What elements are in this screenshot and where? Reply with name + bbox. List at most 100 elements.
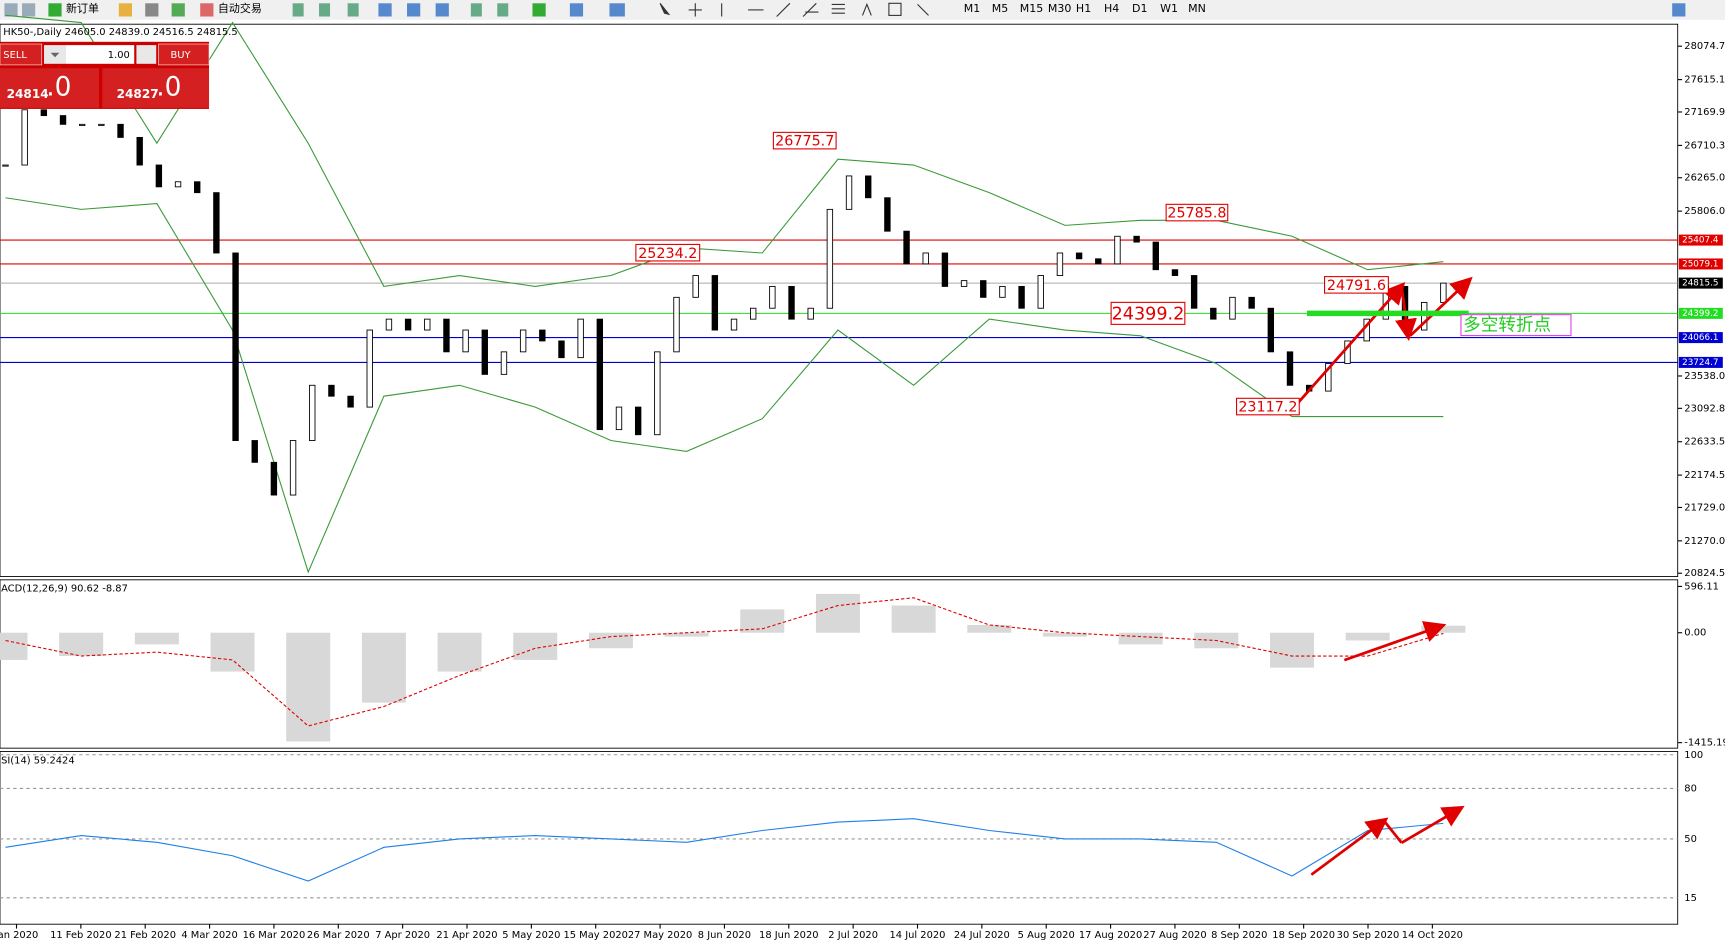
- crosshair-tool[interactable]: [688, 3, 702, 17]
- timeframe-button[interactable]: H4: [1104, 2, 1119, 15]
- search-icon[interactable]: [1672, 3, 1686, 17]
- icon[interactable]: [292, 3, 304, 17]
- price-annotation: 26775.7: [775, 134, 834, 150]
- timeframe-button[interactable]: MN: [1188, 2, 1206, 15]
- text-tool[interactable]: [861, 2, 872, 16]
- sell-button[interactable]: [0, 43, 43, 66]
- auto-trading-icon[interactable]: [200, 3, 214, 17]
- rsi-chart: SI(14) 59.2424 100 80 50 15: [0, 750, 1703, 904]
- timeframe-button[interactable]: M5: [992, 2, 1008, 15]
- candle: [78, 123, 86, 126]
- candle: [1075, 252, 1083, 260]
- timeframe-button[interactable]: M15: [1020, 2, 1043, 15]
- buy-button[interactable]: [158, 43, 210, 66]
- candle: [750, 307, 757, 320]
- dropdown-arrow: [50, 52, 60, 58]
- macd-bar: [891, 605, 936, 633]
- overlay: 25407.4 25079.1 24815.5 24399.2 24066.1 23724…: [635, 131, 1723, 416]
- macd-bar: [1270, 632, 1315, 668]
- macd-bar: [1042, 632, 1087, 637]
- candle: [788, 285, 795, 320]
- candle: [692, 275, 699, 298]
- date-label: 26 Mar 2020: [307, 930, 370, 941]
- icon[interactable]: [609, 3, 625, 17]
- price-annotation-box: [635, 243, 701, 262]
- candle: [366, 329, 373, 408]
- trend-tool[interactable]: [776, 2, 791, 17]
- icon[interactable]: [118, 3, 133, 17]
- icon[interactable]: [532, 3, 546, 17]
- price-annotation-box: [1324, 276, 1389, 294]
- price-annotation-box: [772, 131, 837, 150]
- candle: [1286, 351, 1294, 386]
- candle: [769, 285, 776, 309]
- shapes-tool[interactable]: [917, 4, 929, 16]
- cursor-tool[interactable]: [659, 2, 671, 16]
- date-label: 4 Mar 2020: [181, 930, 237, 941]
- channel-tool[interactable]: [802, 2, 819, 17]
- timeframe-button[interactable]: M30: [1048, 2, 1071, 15]
- buy-price-frac[interactable]: .0: [156, 72, 181, 103]
- price-level-label: 24066.1: [1682, 333, 1718, 343]
- sell-price[interactable]: 24814: [7, 87, 49, 101]
- auto-trading[interactable]: 自动交易: [218, 1, 262, 15]
- date-label: 24 Jul 2020: [954, 930, 1010, 941]
- new-order-icon[interactable]: [48, 3, 62, 17]
- macd-bar: [59, 632, 104, 657]
- tool-icons: [292, 3, 625, 17]
- sell-label[interactable]: SELL: [3, 50, 27, 61]
- icon[interactable]: [407, 3, 421, 17]
- macd-tick-label: 596.11: [1684, 581, 1719, 592]
- toolbar: 新订单 自动交易: [0, 0, 1725, 20]
- icon[interactable]: [319, 3, 331, 17]
- lots-value[interactable]: 1.00: [108, 50, 130, 61]
- icon[interactable]: [145, 3, 159, 17]
- timeframe-button[interactable]: D1: [1132, 2, 1147, 15]
- icon[interactable]: [435, 3, 449, 17]
- price-level-tag: [1678, 258, 1723, 270]
- candle: [481, 329, 488, 375]
- icon[interactable]: [497, 3, 509, 17]
- lots-spinner[interactable]: [136, 45, 157, 64]
- price-level-tag: [1678, 277, 1723, 289]
- candle: [1421, 301, 1428, 331]
- icon[interactable]: [22, 3, 36, 17]
- price-level-tag: [1678, 332, 1723, 344]
- candle: [270, 461, 278, 496]
- buy-price-box[interactable]: [102, 68, 210, 108]
- candle: [634, 406, 642, 436]
- candle: [980, 280, 987, 298]
- buy-price[interactable]: 24827: [117, 87, 159, 101]
- macd-bar: [588, 632, 633, 649]
- candle: [1114, 235, 1121, 265]
- macd-chart: ACD(12,26,9) 90.62 -8.87 596.11 0.00 -1415.…: [0, 581, 1725, 749]
- icon[interactable]: [347, 3, 359, 17]
- buy-label[interactable]: BUY: [171, 50, 192, 61]
- fibo-tool[interactable]: [831, 3, 845, 14]
- candle: [1171, 269, 1179, 276]
- label-tool[interactable]: [888, 2, 902, 16]
- rsi-tick-label: 80: [1684, 783, 1697, 794]
- candle: [251, 440, 258, 463]
- lots-field[interactable]: [66, 45, 135, 64]
- price-level-tag: [1678, 356, 1723, 368]
- icon[interactable]: [569, 3, 584, 17]
- icon[interactable]: [470, 3, 482, 17]
- sell-price-box[interactable]: [0, 68, 100, 108]
- price-tick-label: 27615.1: [1684, 75, 1725, 86]
- macd-bar: [1345, 632, 1390, 641]
- candle: [1267, 307, 1275, 353]
- icon[interactable]: [378, 3, 392, 17]
- date-label: 18 Jun 2020: [759, 930, 818, 941]
- timeframe-button[interactable]: W1: [1160, 2, 1178, 15]
- icon[interactable]: [4, 3, 18, 17]
- date-label: 5 Aug 2020: [1018, 930, 1075, 941]
- timeframe-button[interactable]: M1: [964, 2, 980, 15]
- candle: [232, 252, 239, 441]
- icon[interactable]: [171, 3, 185, 17]
- sell-price-frac[interactable]: .0: [46, 72, 71, 103]
- new-order[interactable]: 新订单: [66, 1, 99, 15]
- macd-bar: [0, 632, 28, 660]
- timeframe-button[interactable]: H1: [1076, 2, 1091, 15]
- bollinger-lower: [5, 197, 1444, 574]
